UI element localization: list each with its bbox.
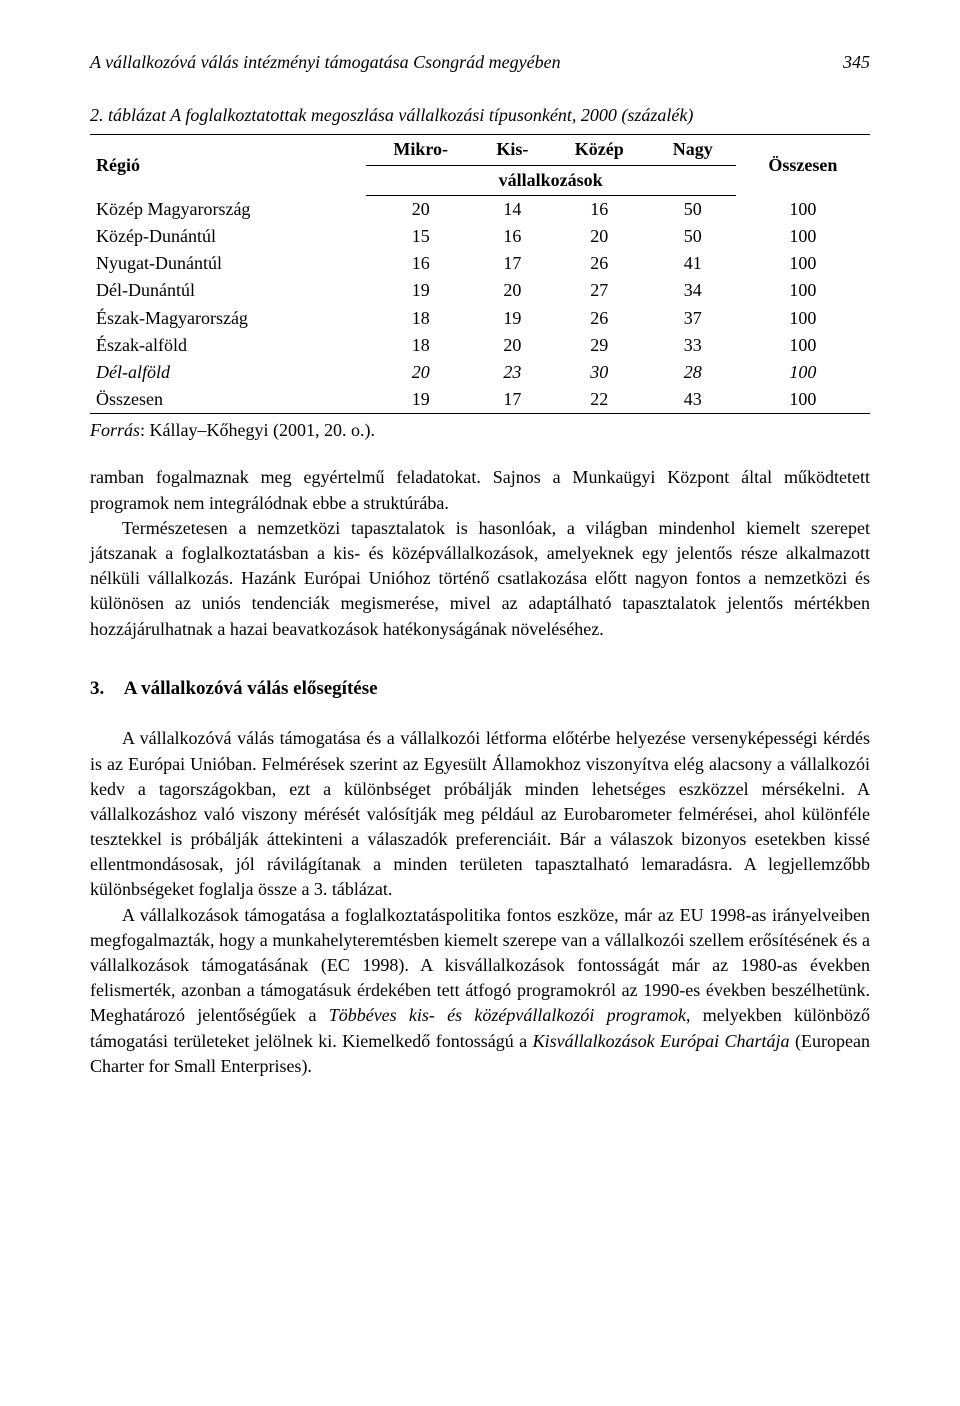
cell-value: 100 [736, 223, 870, 250]
source-label: Forrás [90, 420, 140, 440]
cell-value: 18 [366, 332, 476, 359]
row-label: Közép-Dunántúl [90, 223, 366, 250]
col-mikro: Mikro- [366, 135, 476, 165]
cell-value: 50 [650, 223, 736, 250]
p4-b: Többéves kis- és középvállalkozói progra… [329, 1005, 686, 1025]
cell-value: 100 [736, 250, 870, 277]
paragraph-4: A vállalkozások támogatása a foglalkozta… [90, 903, 870, 1079]
paragraph-3: A vállalkozóvá válás támogatása és a vál… [90, 726, 870, 902]
cell-value: 50 [650, 195, 736, 223]
cell-value: 100 [736, 305, 870, 332]
section-title: A vállalkozóvá válás elősegítése [124, 678, 378, 699]
paragraph-1: ramban fogalmaznak meg egyértelmű felada… [90, 465, 870, 515]
cell-value: 100 [736, 277, 870, 304]
cell-value: 19 [366, 386, 476, 414]
cell-value: 14 [476, 195, 549, 223]
running-header: A vállalkozóvá válás intézményi támogatá… [90, 50, 870, 75]
cell-value: 19 [476, 305, 549, 332]
cell-value: 17 [476, 250, 549, 277]
table-row: Közép-Dunántúl15162050100 [90, 223, 870, 250]
cell-value: 26 [549, 250, 650, 277]
col-total: Összesen [736, 135, 870, 195]
cell-value: 100 [736, 359, 870, 386]
cell-value: 16 [476, 223, 549, 250]
col-nagy: Nagy [650, 135, 736, 165]
paragraph-2: Természetesen a nemzetközi tapasztalatok… [90, 516, 870, 642]
cell-value: 20 [476, 332, 549, 359]
cell-value: 15 [366, 223, 476, 250]
cell-value: 28 [650, 359, 736, 386]
row-label: Dél-alföld [90, 359, 366, 386]
section-number: 3. [90, 676, 120, 703]
row-label: Közép Magyarország [90, 195, 366, 223]
cell-value: 26 [549, 305, 650, 332]
p4-d: Kisvállalkozások Európai Chartája [533, 1031, 790, 1051]
table-row: Dél-Dunántúl19202734100 [90, 277, 870, 304]
table-row: Dél-alföld20233028100 [90, 359, 870, 386]
cell-value: 100 [736, 195, 870, 223]
cell-value: 19 [366, 277, 476, 304]
cell-value: 34 [650, 277, 736, 304]
row-label: Észak-alföld [90, 332, 366, 359]
cell-value: 43 [650, 386, 736, 414]
table-row: Észak-Magyarország18192637100 [90, 305, 870, 332]
data-table: Régió Mikro- Kis- Közép Nagy Összesen vá… [90, 134, 870, 414]
cell-value: 41 [650, 250, 736, 277]
cell-value: 20 [366, 359, 476, 386]
cell-value: 16 [549, 195, 650, 223]
cell-value: 33 [650, 332, 736, 359]
table-row: Közép Magyarország20141650100 [90, 195, 870, 223]
cell-value: 20 [549, 223, 650, 250]
cell-value: 23 [476, 359, 549, 386]
cell-value: 20 [366, 195, 476, 223]
cell-value: 18 [366, 305, 476, 332]
table-header-row-1: Régió Mikro- Kis- Közép Nagy Összesen [90, 135, 870, 165]
cell-value: 20 [476, 277, 549, 304]
cell-value: 100 [736, 332, 870, 359]
row-label: Észak-Magyarország [90, 305, 366, 332]
col-region: Régió [90, 135, 366, 195]
cell-value: 17 [476, 386, 549, 414]
row-label: Összesen [90, 386, 366, 414]
cell-value: 37 [650, 305, 736, 332]
cell-value: 16 [366, 250, 476, 277]
col-kozep: Közép [549, 135, 650, 165]
row-label: Dél-Dunántúl [90, 277, 366, 304]
cell-value: 27 [549, 277, 650, 304]
cell-value: 100 [736, 386, 870, 414]
table-row: Összesen19172243100 [90, 386, 870, 414]
table-row: Észak-alföld18202933100 [90, 332, 870, 359]
cell-value: 30 [549, 359, 650, 386]
source-text: : Kállay–Kőhegyi (2001, 20. o.). [140, 420, 375, 440]
cell-value: 22 [549, 386, 650, 414]
section-heading: 3. A vállalkozóvá válás elősegítése [90, 676, 870, 703]
table-row: Nyugat-Dunántúl16172641100 [90, 250, 870, 277]
table-source: Forrás: Kállay–Kőhegyi (2001, 20. o.). [90, 418, 870, 443]
col-spanner: vállalkozások [366, 165, 736, 195]
cell-value: 29 [549, 332, 650, 359]
row-label: Nyugat-Dunántúl [90, 250, 366, 277]
table-caption: 2. táblázat A foglalkoztatottak megoszlá… [90, 103, 870, 128]
col-kis: Kis- [476, 135, 549, 165]
page-number: 345 [843, 50, 870, 75]
running-header-title: A vállalkozóvá válás intézményi támogatá… [90, 50, 561, 75]
